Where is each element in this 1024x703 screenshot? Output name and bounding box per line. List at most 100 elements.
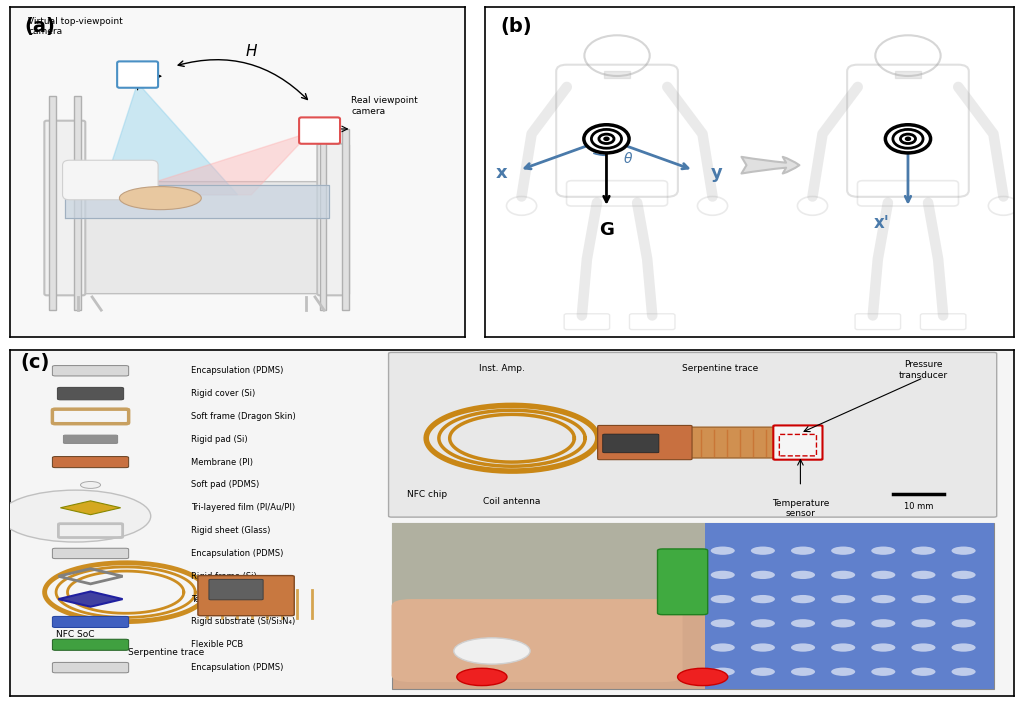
Text: Rigid pad (Si): Rigid pad (Si) (190, 434, 248, 444)
Circle shape (791, 571, 815, 579)
Circle shape (592, 129, 622, 148)
Bar (74, 96, 81, 310)
Circle shape (951, 619, 976, 628)
FancyBboxPatch shape (391, 523, 993, 689)
Circle shape (791, 595, 815, 603)
FancyBboxPatch shape (598, 427, 803, 458)
Bar (49, 96, 55, 310)
Text: x: x (496, 165, 507, 182)
Circle shape (911, 668, 936, 676)
Circle shape (951, 668, 976, 676)
Circle shape (900, 134, 915, 143)
Circle shape (871, 668, 895, 676)
Circle shape (886, 124, 931, 153)
Circle shape (791, 643, 815, 652)
Text: Encapsulation (PDMS): Encapsulation (PDMS) (190, 549, 284, 558)
Circle shape (751, 546, 775, 555)
Polygon shape (65, 185, 329, 218)
Circle shape (831, 668, 855, 676)
Text: Tri-layered film (PI/Au/PI): Tri-layered film (PI/Au/PI) (190, 503, 295, 512)
Text: Soft pad (PDMS): Soft pad (PDMS) (190, 480, 259, 489)
Text: Rigid cover (Si): Rigid cover (Si) (190, 389, 255, 398)
Text: Rigid substrate (Si/Si₃N₄): Rigid substrate (Si/Si₃N₄) (190, 617, 295, 626)
Circle shape (599, 134, 614, 143)
FancyBboxPatch shape (388, 352, 996, 517)
FancyBboxPatch shape (57, 387, 124, 400)
Circle shape (831, 546, 855, 555)
Text: Real viewpoint
camera: Real viewpoint camera (351, 96, 418, 115)
Circle shape (831, 619, 855, 628)
Circle shape (911, 595, 936, 603)
Ellipse shape (120, 186, 202, 209)
Circle shape (791, 619, 815, 628)
Circle shape (457, 669, 507, 685)
Text: Encapsulation (PDMS): Encapsulation (PDMS) (190, 366, 284, 375)
Circle shape (951, 546, 976, 555)
Text: θ: θ (624, 152, 632, 166)
Circle shape (791, 546, 815, 555)
Circle shape (951, 595, 976, 603)
Circle shape (711, 546, 735, 555)
FancyBboxPatch shape (62, 160, 158, 200)
Circle shape (751, 668, 775, 676)
Text: Rigid frame (Si): Rigid frame (Si) (190, 572, 257, 581)
FancyBboxPatch shape (598, 425, 692, 460)
Circle shape (911, 571, 936, 579)
Circle shape (81, 482, 100, 489)
FancyBboxPatch shape (705, 523, 993, 689)
FancyBboxPatch shape (773, 425, 822, 460)
FancyBboxPatch shape (299, 117, 340, 144)
Text: H: H (246, 44, 257, 60)
Circle shape (711, 571, 735, 579)
Circle shape (871, 643, 895, 652)
Circle shape (791, 668, 815, 676)
Text: Temperature
sensor: Temperature sensor (772, 498, 829, 518)
Circle shape (951, 643, 976, 652)
Bar (342, 129, 349, 310)
Circle shape (831, 595, 855, 603)
Circle shape (871, 546, 895, 555)
Circle shape (911, 643, 936, 652)
Circle shape (0, 490, 151, 542)
Circle shape (454, 638, 530, 664)
Text: y: y (711, 165, 722, 182)
Text: Virtual top-viewpoint
camera: Virtual top-viewpoint camera (29, 17, 123, 37)
Circle shape (911, 619, 936, 628)
Text: NFC SoC: NFC SoC (56, 630, 94, 639)
Text: Encapsulation (PDMS): Encapsulation (PDMS) (190, 663, 284, 672)
Text: Temperature sensor: Temperature sensor (190, 595, 275, 604)
FancyBboxPatch shape (52, 617, 129, 628)
FancyBboxPatch shape (60, 181, 333, 294)
Circle shape (711, 668, 735, 676)
Text: (b): (b) (501, 17, 532, 36)
Circle shape (871, 595, 895, 603)
FancyBboxPatch shape (52, 662, 129, 673)
FancyBboxPatch shape (657, 549, 708, 614)
Text: Soft frame (Dragon Skin): Soft frame (Dragon Skin) (190, 412, 296, 421)
Circle shape (911, 546, 936, 555)
Polygon shape (101, 83, 238, 195)
Circle shape (711, 643, 735, 652)
Circle shape (871, 619, 895, 628)
Circle shape (871, 571, 895, 579)
Circle shape (678, 669, 728, 685)
Circle shape (584, 124, 629, 153)
Circle shape (831, 571, 855, 579)
FancyBboxPatch shape (52, 366, 129, 376)
FancyBboxPatch shape (391, 599, 683, 682)
Circle shape (751, 571, 775, 579)
Circle shape (604, 137, 609, 141)
Text: Membrane (PI): Membrane (PI) (190, 458, 253, 467)
FancyBboxPatch shape (63, 435, 118, 444)
Text: G: G (599, 221, 614, 239)
Text: (a): (a) (24, 17, 54, 36)
FancyBboxPatch shape (209, 579, 263, 600)
Text: 10 mm: 10 mm (904, 502, 933, 511)
Polygon shape (60, 501, 121, 515)
FancyBboxPatch shape (44, 121, 85, 295)
Text: Coil antenna: Coil antenna (483, 497, 541, 505)
Circle shape (751, 619, 775, 628)
Circle shape (905, 137, 910, 141)
Text: Serpentine trace: Serpentine trace (682, 364, 758, 373)
Circle shape (893, 129, 923, 148)
